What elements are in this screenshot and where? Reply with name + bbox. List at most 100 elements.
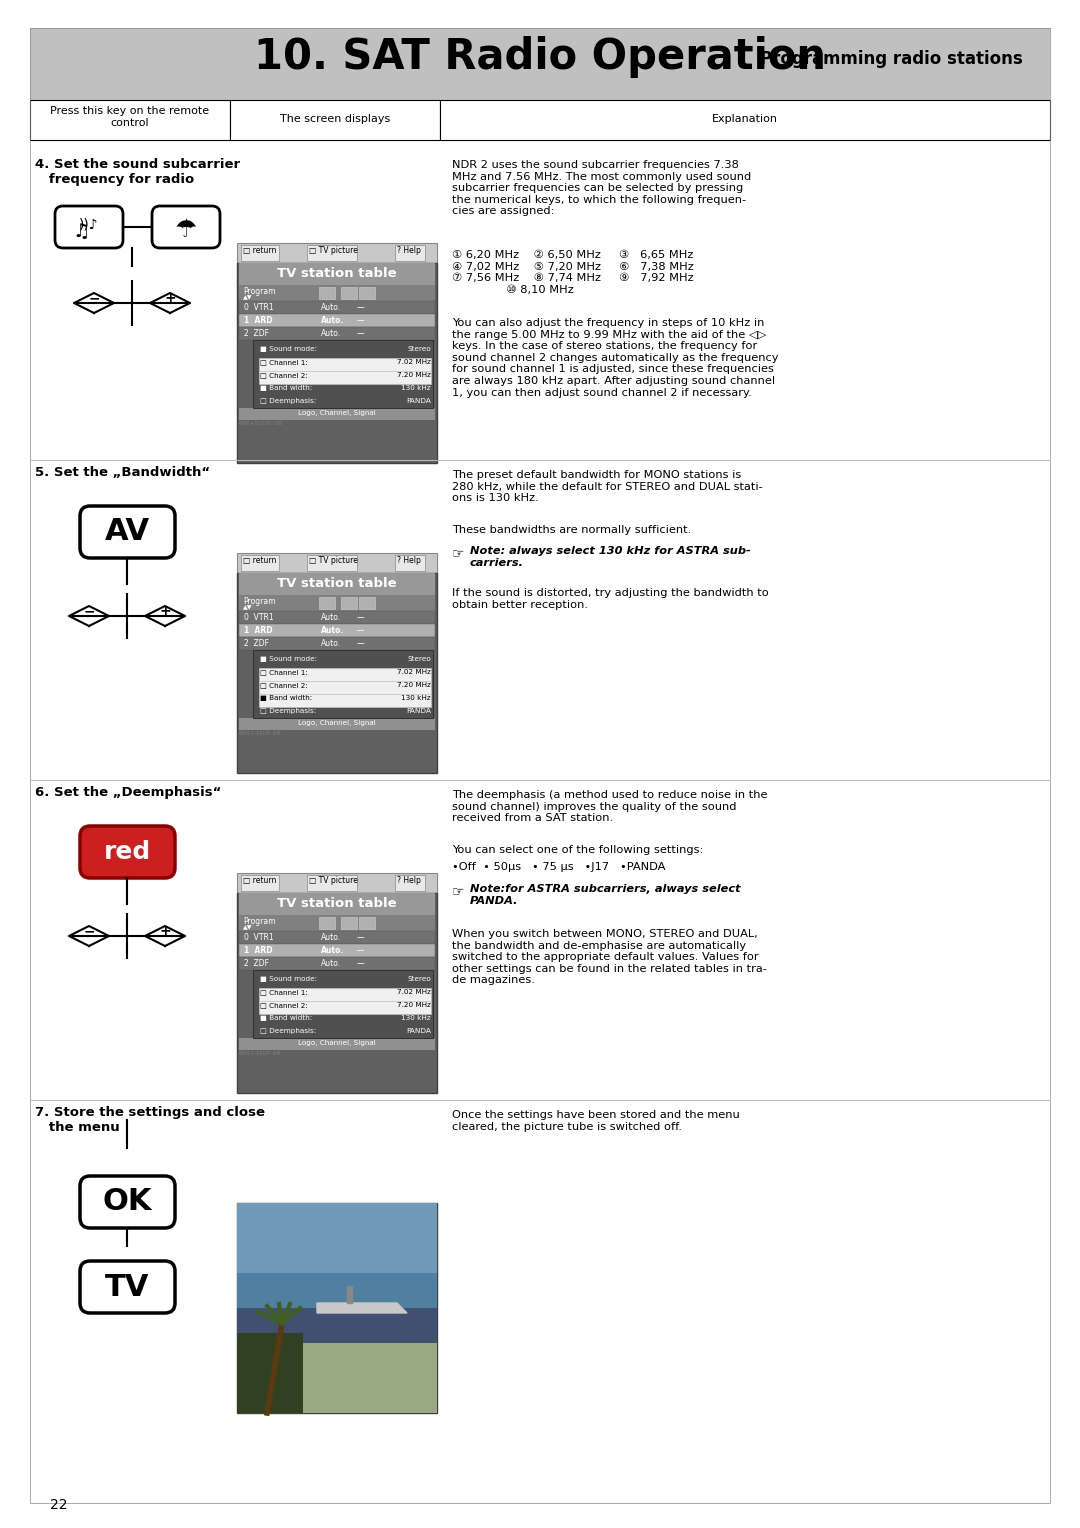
Text: 7.20 MHz: 7.20 MHz	[397, 1002, 431, 1008]
FancyBboxPatch shape	[237, 243, 437, 263]
Text: ▲▼: ▲▼	[243, 295, 253, 299]
FancyBboxPatch shape	[237, 872, 437, 892]
FancyBboxPatch shape	[359, 287, 375, 299]
Polygon shape	[347, 1287, 352, 1303]
FancyBboxPatch shape	[237, 892, 437, 1093]
FancyBboxPatch shape	[259, 358, 431, 371]
Text: 0  VTR1: 0 VTR1	[244, 934, 273, 941]
Text: Note: always select 130 kHz for ASTRA sub-
carriers.: Note: always select 130 kHz for ASTRA su…	[470, 545, 751, 567]
Text: —: —	[357, 626, 365, 636]
FancyBboxPatch shape	[341, 917, 357, 929]
FancyBboxPatch shape	[80, 506, 175, 558]
Text: —: —	[357, 960, 365, 969]
Text: 898+S10E-6B: 898+S10E-6B	[239, 730, 282, 736]
Text: 7.20 MHz: 7.20 MHz	[397, 681, 431, 688]
Text: Auto.: Auto.	[321, 303, 341, 312]
FancyBboxPatch shape	[237, 1343, 437, 1413]
FancyBboxPatch shape	[440, 99, 1050, 141]
Text: ))♪: ))♪	[79, 219, 98, 232]
FancyBboxPatch shape	[80, 827, 175, 879]
Text: □ Deemphasis:: □ Deemphasis:	[260, 397, 316, 403]
Text: 5. Set the „Bandwidth“: 5. Set the „Bandwidth“	[35, 466, 211, 478]
Text: −: −	[83, 924, 95, 938]
FancyBboxPatch shape	[30, 28, 1050, 99]
FancyBboxPatch shape	[239, 915, 435, 931]
FancyBboxPatch shape	[239, 327, 435, 341]
FancyBboxPatch shape	[239, 263, 435, 286]
FancyBboxPatch shape	[237, 1203, 437, 1308]
FancyBboxPatch shape	[259, 681, 431, 694]
Text: 0  VTR1: 0 VTR1	[244, 303, 273, 312]
Text: −: −	[83, 604, 95, 617]
Text: Note:for ASTRA subcarriers, always select
PANDA.: Note:for ASTRA subcarriers, always selec…	[470, 885, 741, 906]
Text: Auto.: Auto.	[321, 946, 345, 955]
FancyBboxPatch shape	[395, 876, 426, 891]
Text: 130 kHz: 130 kHz	[402, 695, 431, 701]
Text: Auto.: Auto.	[321, 329, 341, 338]
Text: TV station table: TV station table	[278, 578, 396, 590]
Polygon shape	[318, 1303, 407, 1313]
Text: □ TV picture: □ TV picture	[309, 876, 357, 885]
Text: ☞: ☞	[453, 885, 464, 898]
Text: 2  ZDF: 2 ZDF	[244, 329, 269, 338]
Text: 7. Store the settings and close
   the menu: 7. Store the settings and close the menu	[35, 1106, 265, 1134]
Text: ■ Band width:: ■ Band width:	[260, 385, 312, 391]
Text: □ Deemphasis:: □ Deemphasis:	[260, 1028, 316, 1034]
FancyBboxPatch shape	[241, 555, 279, 571]
Text: 1  ARD: 1 ARD	[244, 626, 272, 636]
Text: ■ Band width:: ■ Band width:	[260, 1015, 312, 1021]
FancyBboxPatch shape	[239, 957, 435, 970]
Text: Auto.: Auto.	[321, 639, 341, 648]
Text: You can also adjust the frequency in steps of 10 kHz in
the range 5.00 MHz to 9.: You can also adjust the frequency in ste…	[453, 318, 779, 397]
Text: AV: AV	[105, 518, 150, 547]
Text: When you switch between MONO, STEREO and DUAL,
the bandwidth and de-emphasise ar: When you switch between MONO, STEREO and…	[453, 929, 767, 986]
FancyBboxPatch shape	[259, 989, 431, 1001]
Text: —: —	[357, 303, 365, 312]
Text: 7.02 MHz: 7.02 MHz	[397, 359, 431, 365]
FancyBboxPatch shape	[319, 287, 335, 299]
Text: Program: Program	[243, 287, 275, 296]
FancyBboxPatch shape	[239, 286, 435, 301]
Text: □ Channel 1:: □ Channel 1:	[260, 989, 308, 995]
FancyBboxPatch shape	[239, 573, 435, 594]
FancyBboxPatch shape	[259, 1001, 431, 1015]
Text: 6. Set the „Deemphasis“: 6. Set the „Deemphasis“	[35, 785, 221, 799]
FancyBboxPatch shape	[259, 668, 431, 681]
Text: 7.02 MHz: 7.02 MHz	[397, 669, 431, 675]
Text: PANDA: PANDA	[406, 1028, 431, 1034]
Text: +: +	[159, 604, 171, 617]
Text: —: —	[357, 329, 365, 338]
FancyBboxPatch shape	[237, 1203, 437, 1413]
FancyBboxPatch shape	[241, 244, 279, 261]
Text: —: —	[357, 639, 365, 648]
FancyBboxPatch shape	[237, 553, 437, 573]
FancyBboxPatch shape	[395, 244, 426, 261]
FancyBboxPatch shape	[239, 892, 435, 915]
Text: TV station table: TV station table	[278, 267, 396, 280]
Text: Auto.: Auto.	[321, 316, 345, 325]
Text: ? Help: ? Help	[397, 876, 421, 885]
Text: □ TV picture: □ TV picture	[309, 246, 357, 255]
Text: 0  VTR1: 0 VTR1	[244, 613, 273, 622]
FancyBboxPatch shape	[359, 597, 375, 610]
FancyBboxPatch shape	[239, 301, 435, 313]
FancyBboxPatch shape	[239, 623, 435, 637]
Text: 130 kHz: 130 kHz	[402, 1015, 431, 1021]
Text: OK: OK	[103, 1187, 152, 1216]
Text: TV: TV	[106, 1273, 150, 1302]
Text: 4. Set the sound subcarrier
   frequency for radio: 4. Set the sound subcarrier frequency fo…	[35, 157, 240, 186]
Text: red: red	[104, 840, 151, 863]
Text: −: −	[89, 290, 99, 306]
Text: 696+S100-GB: 696+S100-GB	[239, 422, 283, 426]
Text: 2  ZDF: 2 ZDF	[244, 639, 269, 648]
FancyBboxPatch shape	[307, 876, 357, 891]
Text: Auto.: Auto.	[321, 626, 345, 636]
FancyBboxPatch shape	[55, 206, 123, 248]
Text: Program: Program	[243, 597, 275, 607]
Text: 22: 22	[50, 1497, 67, 1513]
Text: ♫: ♫	[72, 222, 90, 241]
FancyBboxPatch shape	[80, 1261, 175, 1313]
FancyBboxPatch shape	[259, 694, 431, 707]
Text: Logo, Channel, Signal: Logo, Channel, Signal	[298, 1041, 376, 1047]
FancyBboxPatch shape	[259, 371, 431, 384]
